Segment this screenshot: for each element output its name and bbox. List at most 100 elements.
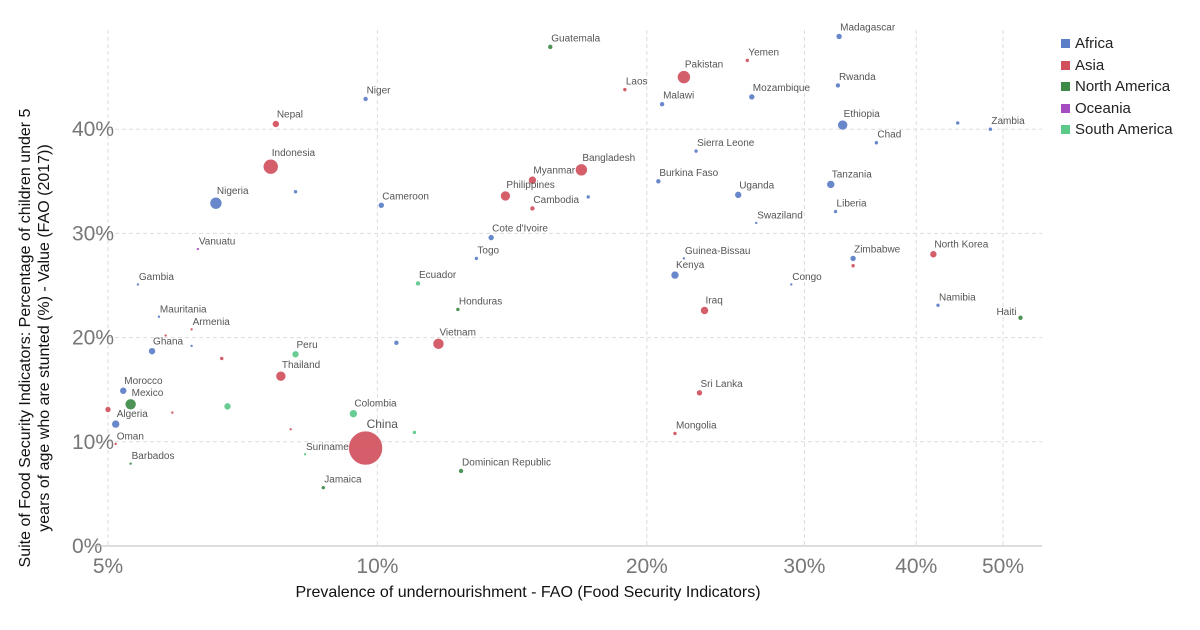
- data-point[interactable]: [528, 175, 537, 185]
- x-tick-label: 10%: [356, 555, 398, 578]
- data-point[interactable]: [362, 96, 369, 102]
- data-point[interactable]: [170, 410, 175, 415]
- data-point[interactable]: [136, 282, 140, 287]
- data-point[interactable]: [128, 461, 133, 466]
- data-point[interactable]: [196, 247, 200, 251]
- data-point[interactable]: [104, 406, 112, 413]
- data-point[interactable]: [672, 431, 678, 436]
- data-point[interactable]: [272, 120, 280, 128]
- point-label: Congo: [792, 272, 822, 283]
- data-point[interactable]: [955, 120, 961, 126]
- legend-label: Asia: [1075, 56, 1105, 74]
- grid: [94, 30, 1042, 547]
- point-label: Zimbabwe: [854, 244, 901, 255]
- data-point[interactable]: [288, 427, 293, 432]
- data-point[interactable]: [874, 140, 879, 146]
- point-label: Uganda: [739, 180, 774, 191]
- data-point[interactable]: [789, 282, 794, 287]
- point-label: Togo: [477, 245, 499, 256]
- legend-item[interactable]: Asia: [1061, 55, 1173, 77]
- data-point[interactable]: [119, 386, 128, 395]
- legend-item[interactable]: North America: [1061, 76, 1173, 98]
- data-point[interactable]: [455, 307, 461, 312]
- data-point[interactable]: [1017, 315, 1024, 321]
- data-point[interactable]: [700, 306, 709, 315]
- point-label: Peru: [297, 340, 318, 351]
- data-point[interactable]: [850, 263, 856, 269]
- data-point[interactable]: [849, 255, 857, 262]
- data-point[interactable]: [682, 256, 686, 261]
- data-point[interactable]: [655, 178, 662, 185]
- data-point[interactable]: [189, 344, 194, 348]
- data-point[interactable]: [124, 398, 137, 411]
- data-point[interactable]: [754, 221, 759, 225]
- data-point[interactable]: [547, 44, 554, 50]
- data-point[interactable]: [826, 180, 836, 189]
- data-point[interactable]: [113, 442, 118, 446]
- data-point[interactable]: [745, 58, 750, 63]
- data-point[interactable]: [988, 126, 993, 132]
- data-point[interactable]: [348, 430, 383, 466]
- data-point[interactable]: [412, 430, 417, 435]
- data-point[interactable]: [487, 234, 495, 241]
- data-point[interactable]: [833, 209, 838, 214]
- legend-label: Oceania: [1075, 99, 1131, 117]
- data-point[interactable]: [262, 158, 279, 175]
- data-point[interactable]: [393, 340, 400, 346]
- legend-item[interactable]: Oceania: [1061, 98, 1173, 120]
- data-point[interactable]: [935, 302, 941, 308]
- data-point[interactable]: [837, 119, 848, 131]
- data-point[interactable]: [575, 163, 588, 177]
- data-point[interactable]: [693, 148, 699, 154]
- data-point[interactable]: [748, 93, 756, 101]
- point-label: Mozambique: [753, 83, 811, 94]
- data-point[interactable]: [734, 191, 743, 199]
- data-point[interactable]: [529, 205, 536, 212]
- data-point[interactable]: [835, 82, 841, 89]
- point-label: Ethiopia: [844, 109, 881, 120]
- data-point[interactable]: [303, 452, 307, 457]
- point-label: Indonesia: [272, 148, 316, 159]
- data-point[interactable]: [835, 33, 843, 40]
- data-point[interactable]: [275, 370, 287, 382]
- data-point[interactable]: [474, 256, 479, 261]
- x-tick-label: 30%: [783, 555, 825, 578]
- data-point[interactable]: [189, 327, 194, 332]
- data-point[interactable]: [500, 190, 511, 202]
- data-point[interactable]: [223, 402, 232, 411]
- legend-swatch: [1061, 103, 1070, 113]
- data-point[interactable]: [585, 194, 591, 200]
- legend-item[interactable]: Africa: [1061, 33, 1173, 55]
- legend-swatch: [1061, 60, 1070, 70]
- legend-swatch: [1061, 125, 1070, 135]
- data-point[interactable]: [377, 201, 385, 209]
- y-tick-label: 30%: [72, 222, 114, 245]
- data-point[interactable]: [432, 338, 445, 350]
- data-point[interactable]: [163, 333, 168, 338]
- data-point[interactable]: [349, 409, 358, 418]
- point-label: Malawi: [663, 91, 694, 102]
- data-point[interactable]: [157, 314, 161, 319]
- y-tick-label: 10%: [72, 431, 114, 454]
- data-point[interactable]: [320, 485, 326, 490]
- point-label: Myanmar: [533, 165, 575, 176]
- data-point[interactable]: [111, 419, 120, 429]
- data-point[interactable]: [291, 350, 300, 359]
- data-point[interactable]: [677, 70, 691, 84]
- data-point[interactable]: [458, 468, 464, 474]
- data-point[interactable]: [209, 196, 223, 210]
- point-label: Yemen: [748, 47, 779, 58]
- point-label: Haiti: [996, 307, 1016, 318]
- data-point[interactable]: [415, 280, 421, 287]
- data-points: [104, 33, 1024, 490]
- data-point[interactable]: [696, 389, 703, 397]
- data-point[interactable]: [622, 87, 628, 92]
- point-label: Pakistan: [685, 60, 723, 71]
- legend-item[interactable]: South America: [1061, 119, 1173, 141]
- data-point[interactable]: [670, 270, 680, 280]
- data-point[interactable]: [293, 189, 298, 195]
- data-point[interactable]: [659, 101, 665, 107]
- data-point[interactable]: [148, 347, 156, 355]
- data-point[interactable]: [219, 356, 225, 361]
- data-point[interactable]: [929, 250, 938, 259]
